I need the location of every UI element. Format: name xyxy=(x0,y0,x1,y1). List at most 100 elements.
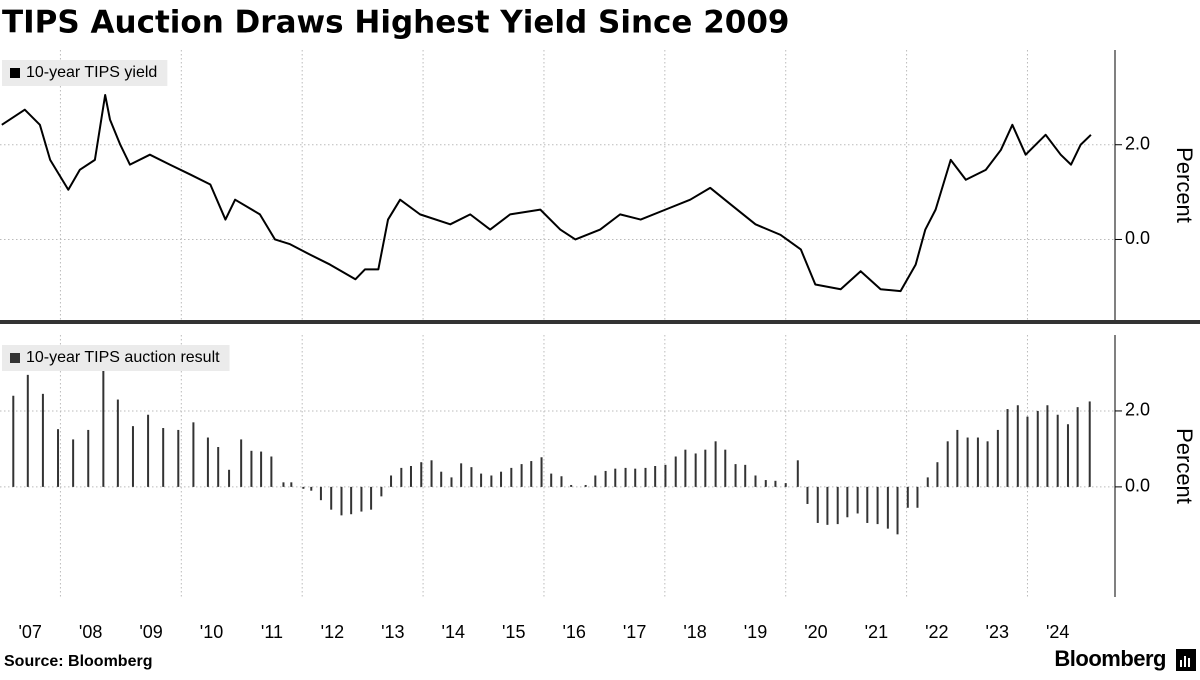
bar xyxy=(460,463,463,487)
brand-logo: Bloomberg xyxy=(1054,646,1166,671)
bar xyxy=(147,414,150,487)
bar xyxy=(604,470,607,487)
bar xyxy=(1016,405,1019,487)
bar xyxy=(319,486,322,501)
bar xyxy=(876,486,879,525)
bar xyxy=(440,471,443,487)
x-tick-label: '20 xyxy=(804,622,827,642)
bar xyxy=(72,439,75,487)
bar xyxy=(409,466,412,487)
x-tick-label: '23 xyxy=(986,622,1009,642)
bar xyxy=(624,467,627,487)
bar xyxy=(946,441,949,487)
bar xyxy=(614,468,617,487)
legend-swatch xyxy=(10,353,20,363)
bar xyxy=(856,486,859,514)
x-tick-label: '19 xyxy=(744,622,767,642)
bar xyxy=(1026,416,1029,487)
bar xyxy=(986,441,989,487)
x-tick-label: '22 xyxy=(925,622,948,642)
bar xyxy=(1066,424,1069,487)
x-tick-label: '21 xyxy=(865,622,888,642)
bar xyxy=(796,460,799,487)
legend: 10-year TIPS yield xyxy=(2,60,168,86)
x-tick-label: '11 xyxy=(261,622,283,642)
bar xyxy=(584,484,587,487)
bar xyxy=(916,486,919,508)
bar xyxy=(302,486,305,489)
bar xyxy=(330,486,333,510)
bar xyxy=(836,486,839,525)
bar xyxy=(816,486,819,523)
bar xyxy=(774,480,777,487)
x-tick-label: '09 xyxy=(139,622,162,642)
bar xyxy=(270,456,273,487)
y-tick-label: 2.0 xyxy=(1125,133,1150,153)
bar xyxy=(131,426,134,487)
bar xyxy=(976,437,979,487)
bar xyxy=(350,486,353,515)
bar xyxy=(26,374,29,487)
bar xyxy=(1088,401,1091,487)
bar xyxy=(490,475,493,487)
bar xyxy=(290,482,293,487)
bar xyxy=(936,462,939,487)
y-tick-label: 0.0 xyxy=(1125,228,1150,248)
bar xyxy=(684,449,687,487)
bar xyxy=(734,464,737,487)
bar xyxy=(724,449,727,487)
bar xyxy=(260,451,263,487)
bar xyxy=(714,441,717,487)
bar xyxy=(228,469,231,487)
bar xyxy=(784,483,787,487)
x-tick-label: '24 xyxy=(1046,622,1069,642)
bar xyxy=(240,439,243,487)
x-tick-label: '13 xyxy=(381,622,404,642)
bar xyxy=(744,464,747,487)
bar xyxy=(560,476,563,487)
bar xyxy=(764,480,767,487)
x-tick-label: '14 xyxy=(442,622,465,642)
bar xyxy=(12,395,15,487)
bar xyxy=(530,461,533,487)
x-tick-label: '12 xyxy=(321,622,344,642)
bar xyxy=(674,456,677,487)
bar xyxy=(192,422,195,487)
bar xyxy=(370,486,373,510)
legend-box xyxy=(2,60,168,86)
x-tick-label: '16 xyxy=(562,622,585,642)
y-axis-title: Percent xyxy=(1172,147,1197,223)
bar xyxy=(57,429,60,487)
bar xyxy=(480,473,483,487)
bar xyxy=(540,457,543,487)
source: Source: Bloomberg xyxy=(4,653,152,670)
bar xyxy=(400,467,403,487)
bar xyxy=(310,486,313,491)
bar xyxy=(380,486,383,497)
bar xyxy=(594,475,597,487)
bar xyxy=(250,450,253,487)
legend: 10-year TIPS auction result xyxy=(2,345,230,371)
y-axis-title: Percent xyxy=(1172,428,1197,504)
bar xyxy=(956,429,959,487)
bar xyxy=(570,484,573,487)
bar xyxy=(206,437,209,487)
bar xyxy=(360,486,363,512)
bar xyxy=(41,393,44,487)
x-tick-label: '08 xyxy=(79,622,102,642)
chart-title: TIPS Auction Draws Highest Yield Since 2… xyxy=(2,5,790,41)
bar xyxy=(510,467,513,487)
bar xyxy=(217,447,220,487)
x-tick-label: '15 xyxy=(502,622,525,642)
y-tick-label: 2.0 xyxy=(1125,400,1150,420)
bar xyxy=(1046,405,1049,487)
bar xyxy=(430,460,433,487)
bar xyxy=(520,464,523,487)
legend-label: 10-year TIPS auction result xyxy=(26,349,220,366)
x-tick-label: '17 xyxy=(623,622,646,642)
bar xyxy=(87,429,90,487)
bar xyxy=(1056,414,1059,487)
bar xyxy=(896,486,899,535)
bar xyxy=(806,486,809,504)
